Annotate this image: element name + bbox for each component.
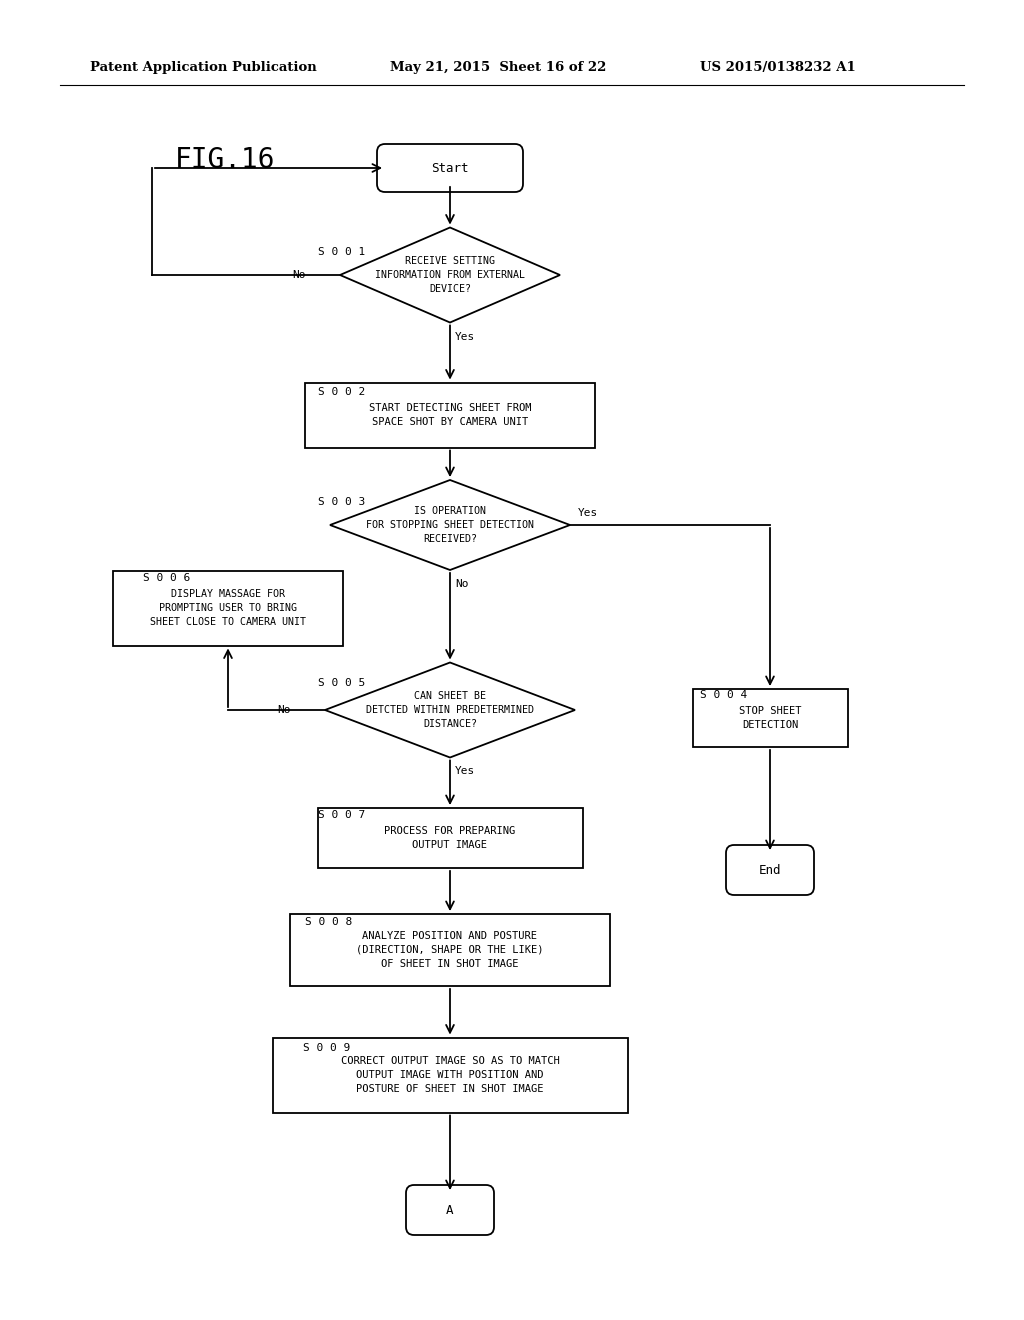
FancyBboxPatch shape (406, 1185, 494, 1236)
Text: S 0 0 6: S 0 0 6 (143, 573, 190, 583)
Text: IS OPERATION
FOR STOPPING SHEET DETECTION
RECEIVED?: IS OPERATION FOR STOPPING SHEET DETECTIO… (366, 506, 534, 544)
FancyBboxPatch shape (726, 845, 814, 895)
Text: No: No (292, 271, 305, 280)
Text: S 0 0 3: S 0 0 3 (318, 498, 366, 507)
Polygon shape (340, 227, 560, 322)
Polygon shape (325, 663, 575, 758)
Text: End: End (759, 863, 781, 876)
Text: Yes: Yes (455, 331, 475, 342)
Text: STOP SHEET
DETECTION: STOP SHEET DETECTION (738, 706, 801, 730)
Text: Patent Application Publication: Patent Application Publication (90, 62, 316, 74)
Bar (317, 808, 583, 869)
Bar (305, 383, 595, 447)
Text: Yes: Yes (578, 508, 598, 517)
Text: S 0 0 7: S 0 0 7 (318, 810, 366, 820)
Bar (290, 913, 610, 986)
Text: S 0 0 4: S 0 0 4 (700, 690, 748, 700)
Text: Yes: Yes (455, 767, 475, 776)
Text: CAN SHEET BE
DETCTED WITHIN PREDETERMINED
DISTANCE?: CAN SHEET BE DETCTED WITHIN PREDETERMINE… (366, 690, 534, 729)
Polygon shape (330, 480, 570, 570)
Text: No: No (278, 705, 291, 715)
Text: No: No (455, 579, 469, 589)
Text: May 21, 2015  Sheet 16 of 22: May 21, 2015 Sheet 16 of 22 (390, 62, 606, 74)
Text: RECEIVE SETTING
INFORMATION FROM EXTERNAL
DEVICE?: RECEIVE SETTING INFORMATION FROM EXTERNA… (375, 256, 525, 294)
Text: S 0 0 8: S 0 0 8 (305, 917, 352, 927)
Text: ANALYZE POSITION AND POSTURE
(DIRECTION, SHAPE OR THE LIKE)
OF SHEET IN SHOT IMA: ANALYZE POSITION AND POSTURE (DIRECTION,… (356, 931, 544, 969)
Text: S 0 0 9: S 0 0 9 (303, 1043, 350, 1053)
Text: S 0 0 5: S 0 0 5 (318, 678, 366, 688)
Text: START DETECTING SHEET FROM
SPACE SHOT BY CAMERA UNIT: START DETECTING SHEET FROM SPACE SHOT BY… (369, 403, 531, 426)
Text: S 0 0 2: S 0 0 2 (318, 387, 366, 397)
Text: PROCESS FOR PREPARING
OUTPUT IMAGE: PROCESS FOR PREPARING OUTPUT IMAGE (384, 826, 516, 850)
FancyBboxPatch shape (377, 144, 523, 191)
Text: S 0 0 1: S 0 0 1 (318, 247, 366, 257)
Bar (272, 1038, 628, 1113)
Bar (113, 570, 343, 645)
Text: US 2015/0138232 A1: US 2015/0138232 A1 (700, 62, 856, 74)
Text: FIG.16: FIG.16 (175, 147, 275, 174)
Text: Start: Start (431, 161, 469, 174)
Text: A: A (446, 1204, 454, 1217)
Bar (692, 689, 848, 747)
Text: DISPLAY MASSAGE FOR
PROMPTING USER TO BRING
SHEET CLOSE TO CAMERA UNIT: DISPLAY MASSAGE FOR PROMPTING USER TO BR… (150, 589, 306, 627)
Text: CORRECT OUTPUT IMAGE SO AS TO MATCH
OUTPUT IMAGE WITH POSITION AND
POSTURE OF SH: CORRECT OUTPUT IMAGE SO AS TO MATCH OUTP… (341, 1056, 559, 1094)
